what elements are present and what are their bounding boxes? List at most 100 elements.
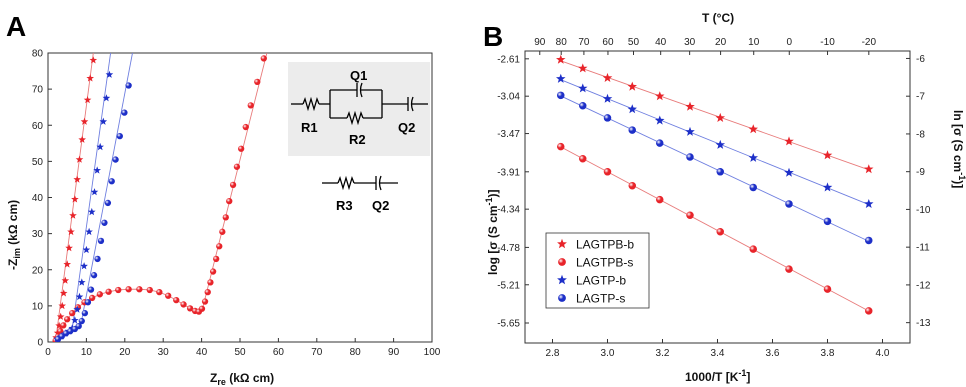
- legend-label: LAGTP-b: [576, 274, 626, 288]
- plot-a-point: [136, 286, 143, 293]
- plot-a-point: [242, 123, 249, 131]
- plot-b-point: [785, 200, 793, 208]
- plot-a-point: [78, 278, 86, 286]
- plot-a-point: [64, 316, 71, 323]
- plot-a-x-tick-label: 70: [311, 347, 323, 358]
- plot-a-point: [87, 286, 95, 293]
- plot-b-x-tick-label: 2.8: [546, 348, 560, 359]
- circuit-inset-background: [288, 62, 430, 156]
- circuit-label-q2: Q2: [398, 120, 415, 135]
- legend-label: LAGTP-s: [576, 292, 625, 306]
- plot-b-right-tick-label: -10: [916, 205, 931, 216]
- plot-b-left-ticks: -2.61 -3.04 -3.47 -3.91 -4.34 -4.78 -5.21 -5.65: [497, 54, 529, 330]
- plot-b-right-tick-label: -8: [916, 129, 925, 140]
- plot-a-x-tick-label: 0: [45, 347, 51, 358]
- plot-a-point: [56, 312, 65, 320]
- plot-b-x-tick-label: 3.0: [601, 348, 615, 359]
- plot-a-point: [260, 55, 267, 62]
- plot-b-point: [749, 245, 757, 253]
- plot-b-left-tick-label: -3.91: [497, 167, 520, 178]
- plot-a-point: [112, 156, 119, 163]
- plot-b-x-tick-label: 3.6: [766, 348, 780, 359]
- plot-b-x-tick-label: 3.4: [711, 348, 725, 359]
- plot-a-point: [180, 301, 187, 308]
- plot-b-top-tick-label: 50: [628, 37, 640, 48]
- plot-b-right-tick-label: -6: [916, 54, 925, 65]
- plot-a-point: [75, 322, 82, 330]
- plot-b-point: [602, 72, 613, 82]
- plot-a-point: [201, 298, 209, 305]
- plot-a-point: [73, 175, 81, 183]
- plot-a-point: [125, 82, 132, 89]
- plot-b-right-ticks: -6 -7 -8 -9 -10 -11 -12 -13: [906, 54, 931, 329]
- plot-a-y-tick-label: 0: [37, 338, 43, 349]
- plot-a-point: [219, 228, 226, 235]
- plot-a-x-tick-label: 80: [350, 347, 362, 358]
- plot-a-point: [60, 322, 67, 329]
- circuit-label-r2: R2: [349, 132, 366, 147]
- plot-b-x-tick-label: 3.8: [821, 348, 835, 359]
- circuit-diagram-1: [291, 82, 428, 126]
- plot-a-point: [63, 260, 71, 268]
- plot-b-point: [602, 93, 613, 103]
- plot-b-point: [557, 91, 565, 100]
- plot-a-point: [216, 243, 223, 250]
- plot-b-point: [628, 181, 636, 190]
- plot-a-point: [89, 294, 96, 302]
- plot-a-point: [61, 276, 70, 284]
- plot-a-arc-fit: [55, 288, 199, 341]
- plot-a-x-tick-label: 100: [424, 347, 441, 358]
- plot-b-point: [748, 124, 758, 134]
- plot-a-point: [65, 244, 73, 252]
- plot-a-point: [57, 328, 64, 335]
- plot-a-point: [105, 288, 112, 295]
- legend-marker: [558, 294, 566, 302]
- plot-a-point: [116, 132, 123, 140]
- plot-a-point: [121, 109, 128, 116]
- plot-b-point: [655, 91, 665, 101]
- plot-a-point: [78, 317, 85, 325]
- plot-a-point: [186, 305, 194, 312]
- plot-a-point: [80, 262, 88, 270]
- plot-b-point: [603, 168, 612, 176]
- plot-a-point: [108, 178, 115, 185]
- circuit-label-q2-second: Q2: [372, 198, 389, 213]
- plot-a-y-tick-label: 80: [32, 49, 44, 60]
- plot-a-point: [59, 289, 68, 297]
- plot-b-top-ticks: 90 80 70 60 50 40 30 20 10 0 -10 -20: [534, 37, 876, 55]
- plot-a-x-label: Zre (kΩ cm): [210, 371, 274, 387]
- legend-marker: [557, 274, 567, 285]
- plot-a-y-tick-label: 30: [32, 229, 44, 240]
- plot-a-point: [75, 292, 84, 301]
- plot-b-point: [864, 199, 874, 208]
- plot-b-right-tick-label: -12: [916, 280, 931, 291]
- plot-a-point: [156, 288, 163, 296]
- plot-b-point: [557, 142, 565, 151]
- plot-b-point: [865, 236, 873, 245]
- plot-b-top-tick-label: 10: [748, 37, 760, 48]
- plot-b-fit-line: [560, 60, 869, 171]
- plot-a-point: [82, 245, 91, 254]
- plot-b-point: [716, 228, 724, 236]
- plot-a-point: [71, 316, 79, 324]
- plot-a-y-tick-label: 20: [32, 265, 44, 276]
- plot-a-point: [67, 227, 75, 236]
- plot-b-point: [628, 126, 636, 134]
- plot-a-x-ticks: 0 10 20 30 40 50 60 70 80 90 100: [45, 338, 441, 358]
- plot-b-x-tick-label: 4.0: [876, 348, 890, 359]
- plot-b-fit-line: [560, 95, 869, 242]
- plot-a-y-ticks: 0 10 20 30 40 50 60 70 80: [32, 49, 52, 349]
- plot-a-point: [229, 181, 237, 189]
- plot-b-point: [749, 183, 757, 192]
- plot-b-top-tick-label: 40: [655, 37, 667, 48]
- plot-b-top-tick-label: 30: [684, 37, 696, 48]
- plot-b-point: [823, 217, 832, 226]
- plot-a-point: [93, 166, 101, 174]
- plot-a-point: [101, 219, 108, 226]
- plot-b-point: [865, 307, 873, 315]
- plot-a-point: [204, 288, 211, 296]
- plot-a-point: [213, 255, 220, 263]
- plot-a-point: [102, 94, 111, 102]
- plot-a-point: [71, 195, 79, 203]
